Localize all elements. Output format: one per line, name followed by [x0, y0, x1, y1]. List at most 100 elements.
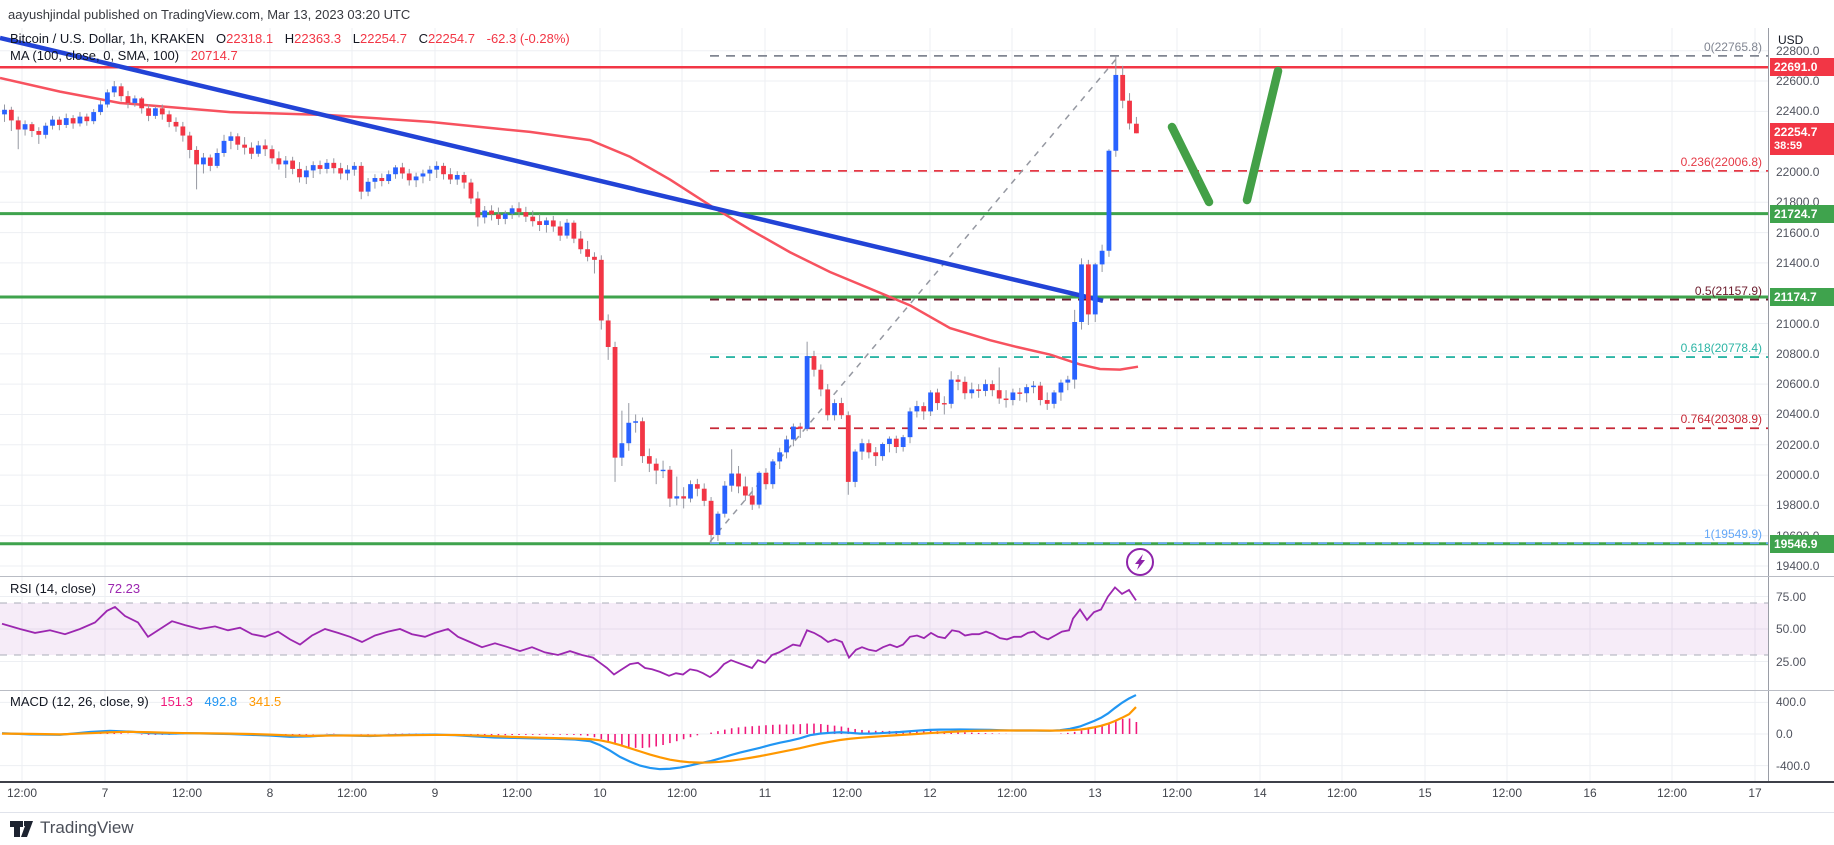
candle-body: [351, 165, 357, 170]
candle-body: [15, 120, 21, 130]
time-tick-label: 12:00: [501, 786, 533, 800]
candle-body: [399, 167, 405, 174]
candle-body: [187, 135, 193, 150]
high-label: H: [284, 31, 295, 46]
candle-body: [619, 443, 625, 458]
dashed-trend-diagonal: [709, 56, 1119, 543]
candle-body: [1079, 264, 1084, 322]
candle-body: [626, 422, 632, 444]
time-tick-label: 13: [1088, 786, 1102, 800]
candle-body: [468, 182, 474, 199]
candle-body: [29, 124, 35, 132]
candle-body: [153, 108, 158, 116]
tradingview-logo-icon[interactable]: [9, 817, 39, 843]
candle-body: [989, 384, 995, 391]
pane-separator-macd[interactable]: [0, 690, 1834, 691]
candle-body: [1044, 400, 1050, 404]
candle-body: [139, 98, 145, 109]
price-tick-label: 22800.0: [1776, 43, 1820, 58]
symbol-legend[interactable]: Bitcoin / U.S. Dollar, 1h, KRAKEN O22318…: [10, 31, 570, 46]
macd-tick-label: -400.0: [1776, 758, 1811, 773]
candle-body: [434, 165, 440, 170]
candle-body: [592, 256, 597, 260]
candle-body: [1010, 392, 1016, 401]
macd-tick-label: 400.0: [1776, 695, 1807, 710]
candle-body: [379, 178, 385, 182]
candle-body: [91, 112, 97, 122]
candle-body: [1099, 250, 1105, 265]
candle-body: [324, 162, 330, 169]
footer-strip: [0, 812, 1834, 845]
candle-body: [283, 160, 289, 165]
last-price-badge: 22254.7 38:59: [1770, 123, 1834, 156]
fib-level-label: 0.764(20308.9): [1680, 412, 1762, 427]
candle-body: [1127, 100, 1132, 124]
candle-body: [825, 389, 831, 416]
candle-body: [331, 162, 337, 169]
time-tick-label: 12:00: [831, 786, 863, 800]
candle-body: [791, 426, 796, 440]
candle-body: [921, 406, 927, 412]
candle-body: [448, 174, 453, 180]
time-tick-label: 14: [1253, 786, 1267, 800]
candle-body: [811, 356, 817, 370]
time-tick-label: 15: [1418, 786, 1432, 800]
candle-body: [125, 96, 131, 103]
fib-level-label: 1(19549.9): [1703, 527, 1762, 542]
candle-body: [372, 178, 378, 182]
candle-body: [166, 114, 172, 122]
price-tick-label: 20800.0: [1776, 346, 1820, 361]
time-tick-label: 12:00: [666, 786, 698, 800]
candle-body: [660, 469, 666, 472]
price-tick-label: 21400.0: [1776, 255, 1820, 270]
publish-byline: aayushjindal published on TradingView.co…: [8, 7, 411, 22]
macd-line-value: 492.8: [204, 694, 238, 709]
rsi-tick-label: 25.00: [1776, 654, 1807, 669]
pane-separator-rsi[interactable]: [0, 576, 1834, 577]
rsi-label: RSI (14, close): [10, 581, 96, 596]
time-tick-label: 7: [101, 786, 109, 800]
candle-body: [242, 144, 247, 148]
tradingview-brand-text[interactable]: TradingView: [40, 818, 134, 837]
candle-body: [907, 411, 913, 438]
candle-body: [976, 389, 982, 391]
low-label: L: [352, 31, 360, 46]
candle-body: [221, 140, 227, 153]
candle-body: [214, 152, 220, 166]
candle-body: [537, 221, 542, 225]
candle-body: [646, 456, 652, 464]
candle-body: [550, 220, 556, 227]
candle-body: [887, 438, 892, 444]
candle-body: [674, 496, 680, 499]
candle-body: [564, 222, 570, 236]
candle-body: [845, 415, 851, 482]
candle-body: [50, 119, 55, 126]
candle-body: [111, 86, 117, 93]
candle-body: [98, 104, 103, 113]
price-tick-label: 20600.0: [1776, 377, 1820, 392]
price-tick-label: 21600.0: [1776, 225, 1820, 240]
price-tick-label: 22400.0: [1776, 104, 1820, 119]
candle-body: [413, 176, 419, 181]
macd-legend[interactable]: MACD (12, 26, close, 9) 151.3 492.8 341.…: [10, 694, 281, 709]
rsi-tick-label: 50.00: [1776, 622, 1807, 636]
candle-body: [694, 484, 700, 489]
candle-body: [742, 486, 748, 496]
rsi-legend[interactable]: RSI (14, close) 72.23: [10, 581, 140, 596]
low-value: 22254.7: [359, 31, 407, 46]
candle-body: [1017, 392, 1023, 394]
candle-body: [2, 109, 7, 115]
candle-body: [653, 463, 659, 471]
macd-signal-line: [1, 706, 1137, 764]
candle-body: [873, 452, 879, 457]
candle-body: [797, 426, 803, 429]
open-value: 22318.1: [226, 31, 274, 46]
price-tick-label: 20400.0: [1776, 407, 1820, 422]
candle-body: [393, 167, 398, 175]
candle-body: [523, 212, 529, 217]
price-level-badge: 21724.7: [1770, 204, 1834, 223]
candle-body: [235, 136, 241, 145]
ma-legend[interactable]: MA (100, close, 0, SMA, 100) 20714.7: [10, 48, 238, 63]
candle-body: [948, 379, 954, 404]
